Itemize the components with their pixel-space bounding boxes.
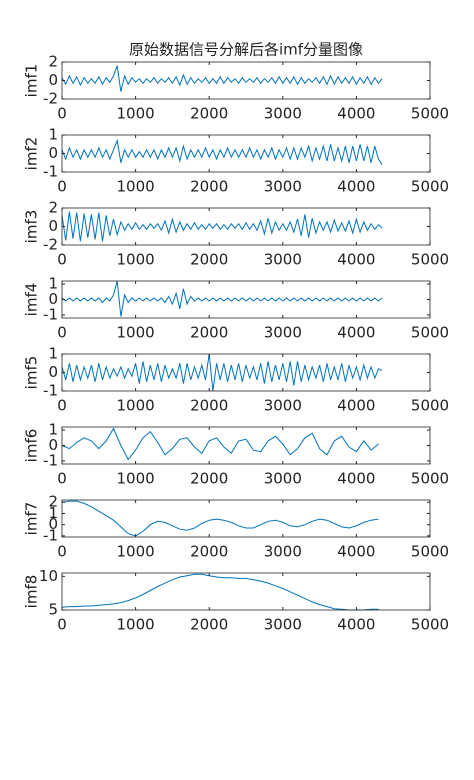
y-tick-label: 2: [48, 493, 58, 511]
x-tick-label: 1000: [117, 251, 155, 269]
x-tick-label: 1000: [117, 470, 155, 488]
x-tick-label: 1000: [117, 616, 155, 634]
y-tick-label: -1: [43, 382, 58, 400]
y-tick-label: 1: [48, 275, 58, 293]
x-tick-label: 4000: [337, 616, 375, 634]
x-tick-label: 0: [57, 324, 67, 342]
y-axis-label: imf3: [23, 210, 41, 244]
signal-line: [61, 353, 383, 392]
axes-box: [61, 572, 431, 611]
x-tick-label: 4000: [337, 470, 375, 488]
x-tick-label: 3000: [264, 105, 302, 123]
y-tick-label: 2: [48, 199, 58, 217]
x-tick-label: 0: [57, 397, 67, 415]
y-tick-label: -2: [43, 236, 58, 254]
y-axis-label: imf6: [23, 429, 41, 463]
x-tick-label: 2000: [190, 543, 228, 561]
x-tick-label: 3000: [264, 324, 302, 342]
y-tick-label: 0: [48, 363, 58, 381]
axes-background: [62, 354, 430, 391]
signal-line: [61, 500, 379, 537]
x-tick-label: 2000: [190, 324, 228, 342]
x-tick-label: 0: [57, 543, 67, 561]
y-tick-label: 0: [48, 515, 58, 533]
x-tick-label: 2000: [190, 105, 228, 123]
x-tick-label: 4000: [337, 251, 375, 269]
x-tick-label: 3000: [264, 543, 302, 561]
signal-line: [61, 280, 383, 317]
x-tick-label: 2000: [190, 397, 228, 415]
y-tick-label: 0: [48, 217, 58, 235]
x-tick-label: 3000: [264, 397, 302, 415]
y-tick-label: 0: [48, 290, 58, 308]
axes-background: [62, 281, 430, 318]
y-axis-label: imf5: [23, 356, 41, 390]
x-tick-label: 5000: [411, 543, 449, 561]
x-tick-label: 0: [57, 251, 67, 269]
x-tick-label: 5000: [411, 324, 449, 342]
x-tick-label: 4000: [337, 397, 375, 415]
x-tick-label: 0: [57, 178, 67, 196]
y-tick-label: 1: [48, 421, 58, 439]
axes-background: [62, 500, 430, 537]
y-tick-label: -1: [43, 305, 58, 323]
y-tick-label: -1: [43, 163, 58, 181]
x-tick-label: 4000: [337, 324, 375, 342]
y-tick-label: 0: [48, 71, 58, 89]
x-tick-label: 1000: [117, 543, 155, 561]
y-tick-label: -1: [43, 526, 58, 544]
x-tick-label: 3000: [264, 470, 302, 488]
x-tick-label: 5000: [411, 251, 449, 269]
x-tick-label: 3000: [264, 251, 302, 269]
x-tick-label: 5000: [411, 470, 449, 488]
y-tick-label: -2: [43, 90, 58, 108]
signal-line: [61, 573, 379, 611]
x-tick-label: 3000: [264, 616, 302, 634]
x-tick-label: 0: [57, 470, 67, 488]
x-tick-label: 1000: [117, 324, 155, 342]
x-tick-label: 1000: [117, 178, 155, 196]
axes-background: [62, 573, 430, 610]
x-tick-label: 0: [57, 616, 67, 634]
x-tick-label: 3000: [264, 178, 302, 196]
x-tick-label: 2000: [190, 470, 228, 488]
x-tick-label: 2000: [190, 178, 228, 196]
x-tick-label: 5000: [411, 178, 449, 196]
x-tick-label: 1000: [117, 105, 155, 123]
y-tick-label: 1: [48, 345, 58, 363]
x-tick-label: 1000: [117, 397, 155, 415]
x-tick-label: 5000: [411, 616, 449, 634]
signal-line: [61, 138, 383, 165]
axes-background: [62, 208, 430, 245]
x-tick-label: 4000: [337, 543, 375, 561]
y-axis-label: imf2: [23, 137, 41, 171]
y-tick-label: 0: [48, 436, 58, 454]
y-tick-label: 5: [48, 601, 58, 619]
signal-line: [61, 427, 379, 461]
x-tick-label: 4000: [337, 105, 375, 123]
x-tick-label: 2000: [190, 251, 228, 269]
x-tick-label: 2000: [190, 616, 228, 634]
signal-line: [61, 211, 383, 242]
y-tick-label: -1: [43, 451, 58, 469]
x-tick-label: 5000: [411, 105, 449, 123]
y-tick-label: 2: [48, 53, 58, 71]
y-axis-label: imf1: [23, 64, 41, 98]
axes-box: [61, 499, 431, 538]
y-axis-label: imf7: [23, 502, 41, 536]
signal-line: [61, 65, 383, 92]
y-axis-label: imf4: [23, 283, 41, 317]
y-tick-label: 10: [39, 567, 58, 585]
x-tick-label: 5000: [411, 397, 449, 415]
x-tick-label: 0: [57, 105, 67, 123]
y-tick-label: 1: [48, 504, 58, 522]
x-tick-label: 4000: [337, 178, 375, 196]
y-tick-label: 1: [48, 126, 58, 144]
chart-title: 原始数据信号分解后各imf分量图像: [129, 41, 363, 59]
axes-background: [62, 427, 430, 464]
y-axis-label: imf8: [23, 575, 41, 609]
y-tick-label: 0: [48, 144, 58, 162]
